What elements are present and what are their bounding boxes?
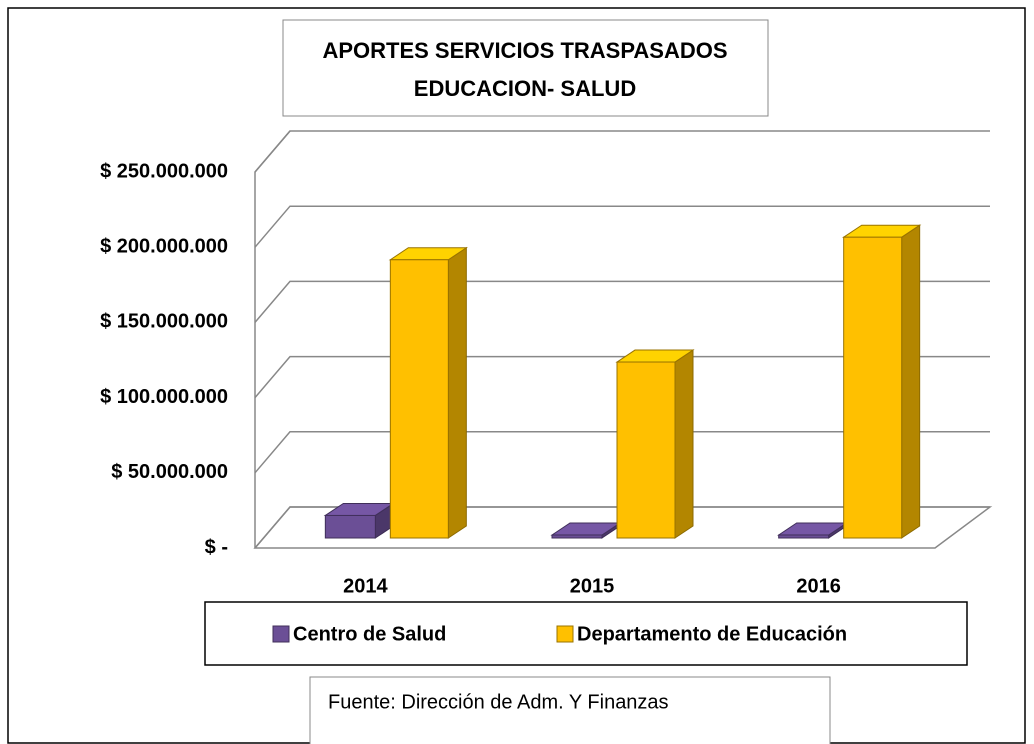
legend-box	[204, 601, 968, 666]
bar	[778, 534, 830, 539]
bar-side	[901, 224, 921, 539]
y-tick-label: $ 250.000.000	[100, 160, 228, 182]
bar	[843, 236, 903, 539]
bar	[551, 534, 603, 539]
grid-line	[254, 355, 990, 399]
legend-swatch	[556, 625, 574, 643]
legend-swatch	[272, 625, 290, 643]
source-note: Fuente: Dirección de Adm. Y Finanzas	[328, 691, 669, 713]
chart-title: APORTES SERVICIOS TRASPASADOS	[322, 38, 727, 63]
bar	[389, 259, 449, 539]
title-box	[282, 19, 769, 117]
y-tick-label: $ 150.000.000	[100, 311, 228, 333]
y-tick-label: $ 100.000.000	[100, 386, 228, 408]
bar-side	[674, 349, 694, 539]
legend-label: Departamento de Educación	[577, 623, 847, 645]
chart-title: EDUCACION- SALUD	[414, 76, 636, 101]
grid-line	[254, 280, 990, 323]
grid-line	[254, 506, 990, 549]
source-box	[309, 676, 831, 744]
grid-line	[254, 205, 990, 248]
bar	[324, 514, 376, 539]
grid-line	[254, 130, 990, 173]
bar	[616, 361, 676, 539]
legend-label: Centro de Salud	[293, 623, 446, 645]
bar-side	[447, 246, 467, 539]
x-tick-label: 2014	[343, 575, 388, 597]
y-tick-label: $ 50.000.000	[111, 461, 228, 483]
y-tick-label: $ 200.000.000	[100, 235, 228, 257]
grid-line	[254, 431, 990, 474]
y-tick-label: $ -	[205, 536, 228, 558]
x-tick-label: 2015	[570, 575, 615, 597]
x-tick-label: 2016	[796, 575, 841, 597]
